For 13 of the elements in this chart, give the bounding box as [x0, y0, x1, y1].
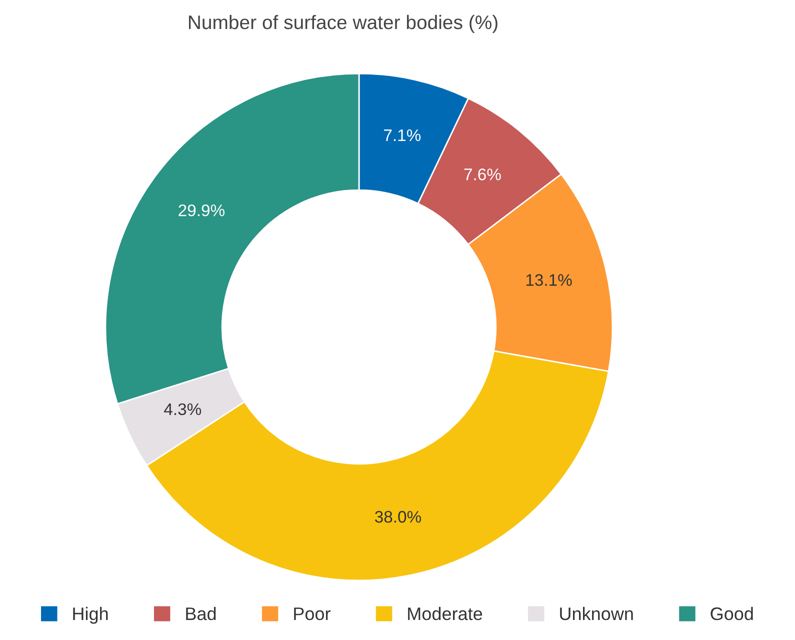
data-label: 4.3%	[164, 403, 202, 416]
legend-label: Unknown	[560, 606, 633, 620]
legend-label: Moderate	[408, 606, 482, 620]
data-label: 29.9%	[178, 204, 225, 216]
legend-label: Bad	[186, 606, 216, 620]
legend-label: Poor	[294, 608, 330, 620]
data-label: 38.0%	[374, 510, 422, 523]
legend-label: High	[73, 606, 108, 624]
data-label: 7.6%	[464, 168, 501, 180]
data-label: 13.1%	[526, 274, 572, 286]
chart-title: Number of surface water bodies (%)	[188, 14, 498, 34]
data-label: 7.1%	[384, 129, 421, 142]
legend-label: Good	[710, 606, 753, 620]
